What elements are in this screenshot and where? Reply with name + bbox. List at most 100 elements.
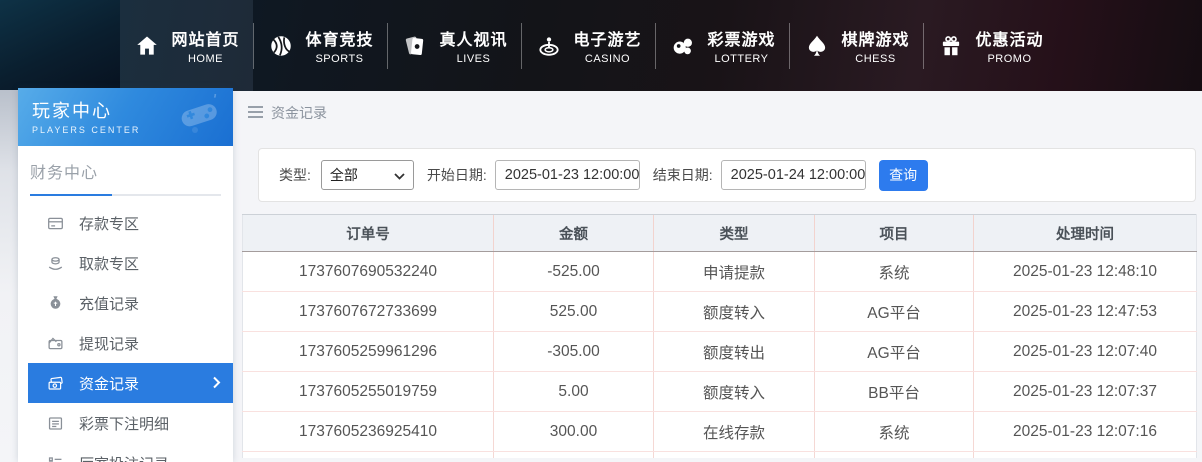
nav-label-en: LIVES xyxy=(456,53,491,65)
nav-item-promo[interactable]: 优惠活动 PROMO xyxy=(924,0,1057,91)
column-header-type: 类型 xyxy=(653,214,815,252)
nav-label-zh: 电子游艺 xyxy=(573,32,642,49)
nav-item-casino[interactable]: 电子游艺 CASINO xyxy=(522,0,655,91)
hamburger-icon xyxy=(248,105,263,121)
nav-separator xyxy=(923,22,924,69)
nav-separator xyxy=(789,22,790,69)
sidebar-item-label: 提现记录 xyxy=(79,335,140,353)
table-row: 1737607672733699 525.00 额度转入 AG平台 2025-0… xyxy=(242,291,1197,332)
sidebar-item-withdraw-zone[interactable]: 取款专区 xyxy=(18,243,233,283)
nav-separator xyxy=(521,22,522,69)
column-header-order-no: 订单号 xyxy=(242,214,494,252)
home-icon xyxy=(133,32,161,60)
cell-project: AG平台 xyxy=(814,331,974,372)
cell-type: 额度转入 xyxy=(653,371,815,412)
gamepad-icon xyxy=(173,91,225,139)
table-row: 1737605259961296 -305.00 额度转出 AG平台 2025-… xyxy=(242,331,1197,372)
main-content: 资金记录 类型: 全部 开始日期: 结束日期: 查询 订单号 金额 类型 xyxy=(233,90,1202,462)
nav-label-zh: 棋牌游戏 xyxy=(841,32,910,49)
nav-label-en: LOTTERY xyxy=(714,53,769,65)
sidebar-item-recharge-records[interactable]: 充值记录 xyxy=(18,283,233,323)
nav-item-lives[interactable]: 真人视讯 LIVES xyxy=(388,0,521,91)
table-row: 1737605255019759 5.00 额度转入 BB平台 2025-01-… xyxy=(242,371,1197,412)
cell-project: 系统 xyxy=(814,411,974,452)
end-date-input[interactable] xyxy=(720,160,866,190)
hand-coins-icon xyxy=(46,254,64,272)
cell-type: 额度转入 xyxy=(653,291,815,332)
nav-separator xyxy=(253,22,254,69)
cell-order-no: 1737607672733699 xyxy=(242,291,494,332)
list-check-icon xyxy=(46,454,64,462)
type-select[interactable]: 全部 xyxy=(320,160,414,190)
start-date-input[interactable] xyxy=(494,160,640,190)
sidebar-section: 财务中心 xyxy=(18,146,233,196)
table-header-row: 订单号 金额 类型 项目 处理时间 xyxy=(242,214,1197,252)
sidebar-title: 玩家中心 xyxy=(32,101,112,121)
search-button[interactable]: 查询 xyxy=(878,159,928,191)
cell-order-no: 1737605236925410 xyxy=(242,411,494,452)
gift-icon xyxy=(937,32,965,60)
section-title: 财务中心 xyxy=(30,165,99,182)
type-select-value: 全部 xyxy=(329,167,358,183)
cell-project: 系统 xyxy=(814,251,974,292)
nav-label-en: SPORTS xyxy=(315,53,364,65)
filter-bar: 类型: 全部 开始日期: 结束日期: 查询 xyxy=(258,148,1196,202)
roulette-icon xyxy=(535,32,563,60)
nav-item-lottery[interactable]: 彩票游戏 LOTTERY xyxy=(656,0,789,91)
sidebar-menu: 存款专区 取款专区 充值记录 提现记录 资金记录 xyxy=(18,203,233,462)
cell-type: 在线存款 xyxy=(653,411,815,452)
nav-separator xyxy=(655,22,656,69)
sidebar-item-lottery-bet-details[interactable]: 彩票下注明细 xyxy=(18,403,233,443)
nav-label-en: CHESS xyxy=(855,53,896,65)
cell-type: 额度转出 xyxy=(653,331,815,372)
nav-item-home[interactable]: 网站首页 HOME xyxy=(120,0,253,91)
chevron-down-icon xyxy=(394,167,405,183)
sidebar-item-deposit-zone[interactable]: 存款专区 xyxy=(18,203,233,243)
cell-process-time: 2025-01-23 12:47:53 xyxy=(973,291,1197,332)
nav-label-en: HOME xyxy=(187,53,223,65)
nav-separator xyxy=(387,22,388,69)
cell-type: 申请提款 xyxy=(653,251,815,292)
players-center-sidebar: 玩家中心 PLAYERS CENTER 财务中心 存款专区 取款专区 充值记录 xyxy=(18,88,233,462)
nav-label-zh: 彩票游戏 xyxy=(707,32,776,49)
cell-project: BB平台 xyxy=(814,371,974,412)
bank-card-icon xyxy=(46,214,64,232)
cell-process-time: 2025-01-23 12:07:40 xyxy=(973,331,1197,372)
nav-label-zh: 优惠活动 xyxy=(975,32,1044,49)
sidebar-item-label: 彩票下注明细 xyxy=(79,415,170,433)
spade-icon xyxy=(803,32,831,60)
cell-process-time: 2025-01-23 12:48:10 xyxy=(973,251,1197,292)
funds-record-table: 订单号 金额 类型 项目 处理时间 1737607690532240 -525.… xyxy=(242,214,1197,458)
nav-logo-area xyxy=(0,0,120,91)
table-row-partial xyxy=(242,451,1197,458)
cell-project: AG平台 xyxy=(814,291,974,332)
document-list-icon xyxy=(46,414,64,432)
sidebar-item-hall-bet-records[interactable]: 厅室投注记录 xyxy=(18,443,233,462)
sidebar-header: 玩家中心 PLAYERS CENTER xyxy=(18,88,233,146)
column-header-project: 项目 xyxy=(814,214,974,252)
section-divider xyxy=(30,194,221,196)
sidebar-item-label: 充值记录 xyxy=(79,295,140,313)
lottery-balls-icon xyxy=(669,32,697,60)
sidebar-item-label: 取款专区 xyxy=(79,255,140,273)
purse-icon xyxy=(46,334,64,352)
sidebar-item-label: 厅室投注记录 xyxy=(79,453,169,462)
page-title: 资金记录 xyxy=(271,105,327,121)
end-date-label: 结束日期: xyxy=(652,167,713,183)
cell-amount: -305.00 xyxy=(493,331,654,372)
breadcrumb: 资金记录 xyxy=(248,103,327,123)
nav-label-zh: 网站首页 xyxy=(171,32,240,49)
nav-item-sports[interactable]: 体育竞技 SPORTS xyxy=(254,0,387,91)
cell-process-time: 2025-01-23 12:07:37 xyxy=(973,371,1197,412)
top-navbar: 网站首页 HOME 体育竞技 SPORTS 真人视讯 LIVES 电子游艺 CA… xyxy=(0,0,1202,91)
start-date-label: 开始日期: xyxy=(426,167,487,183)
cell-order-no: 1737605255019759 xyxy=(242,371,494,412)
sidebar-item-withdrawal-records[interactable]: 提现记录 xyxy=(18,323,233,363)
sidebar-subtitle: PLAYERS CENTER xyxy=(32,125,141,135)
nav-item-chess[interactable]: 棋牌游戏 CHESS xyxy=(790,0,923,91)
sidebar-item-funds-records[interactable]: 资金记录 xyxy=(28,363,233,403)
column-header-process-time: 处理时间 xyxy=(973,214,1197,252)
sidebar-item-label: 资金记录 xyxy=(79,375,140,393)
nav-label-en: CASINO xyxy=(584,53,631,65)
cell-amount: 525.00 xyxy=(493,291,654,332)
